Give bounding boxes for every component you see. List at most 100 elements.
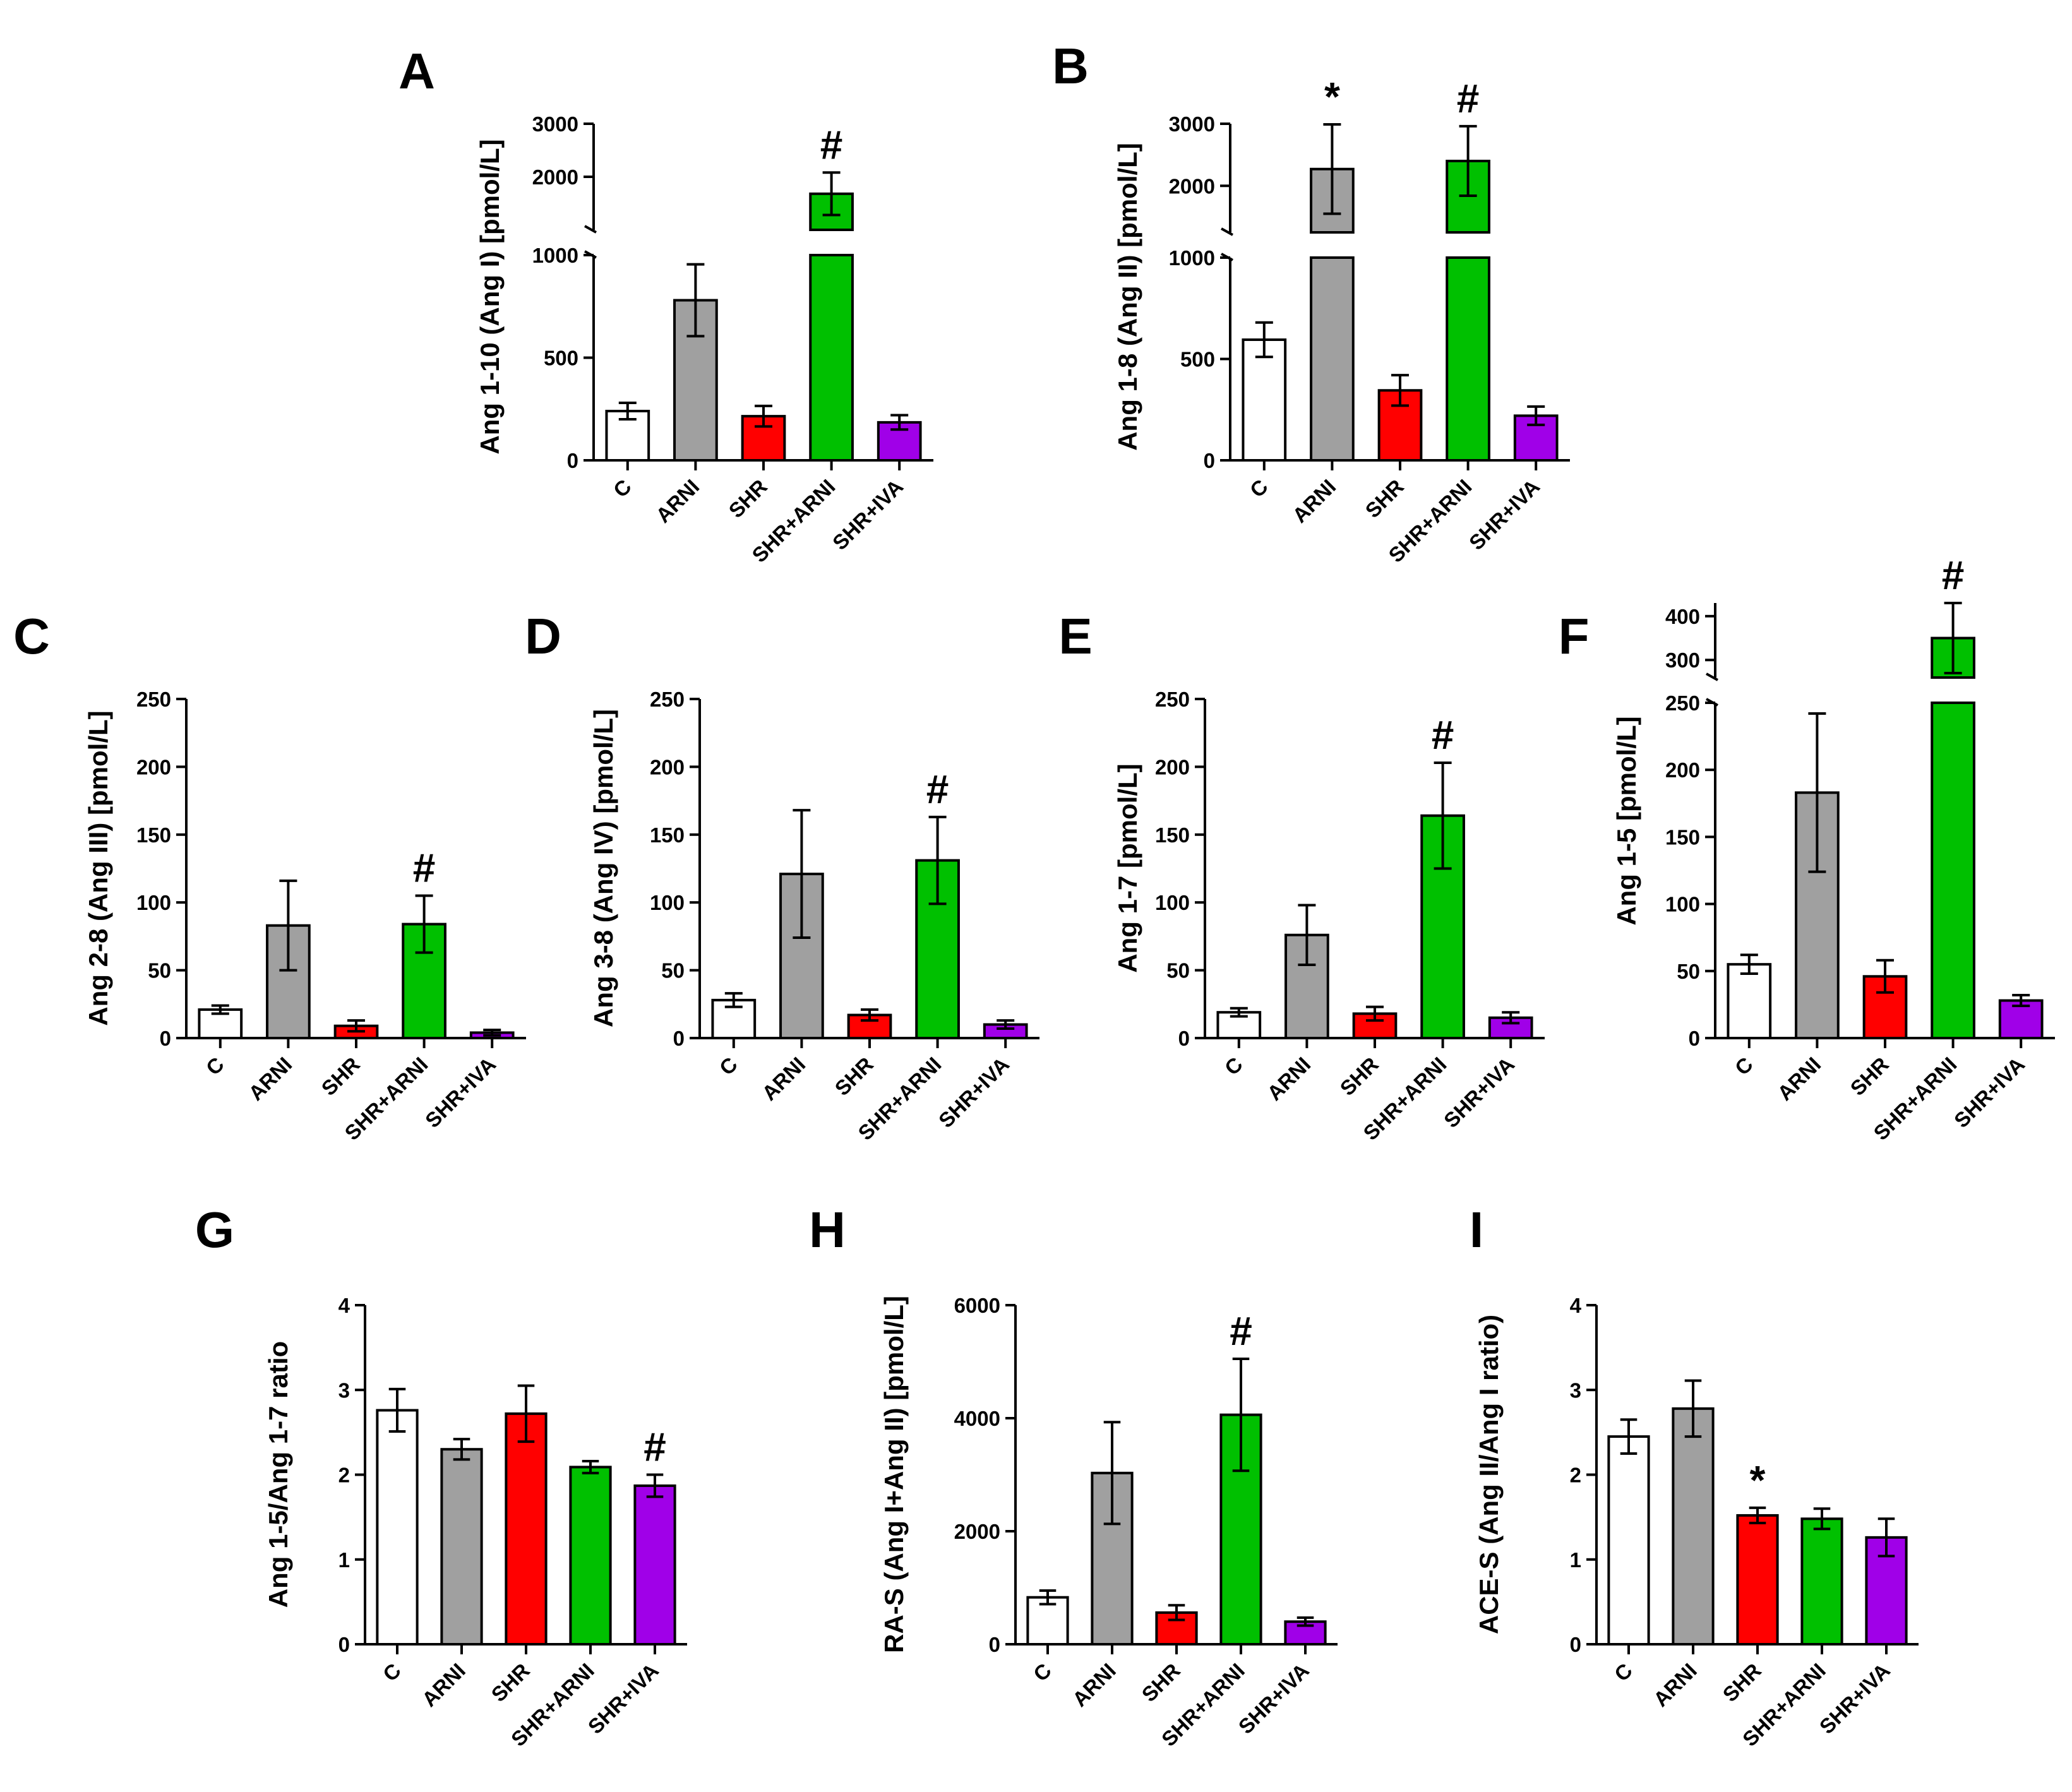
x-category-label: SHR [1361,475,1409,523]
y-axis-title: ACE-S (Ang II/Ang I ratio) [1474,1315,1504,1634]
x-category-label: C [1610,1659,1637,1686]
y-tick-label: 100 [1155,891,1190,914]
y-tick-label: 250 [650,688,685,711]
y-tick-label: 400 [1665,605,1700,628]
y-tick-label: 4 [1570,1294,1582,1317]
y-axis-title: Ang 1-5 [pmol/L] [1612,716,1641,925]
bar-shr-arni-lower [809,254,854,462]
x-category-label: ARNI [1773,1053,1825,1105]
y-tick-label: 200 [1665,758,1700,782]
y-tick-label: 150 [650,823,685,847]
x-category-label: SHR [487,1659,535,1707]
y-tick-label: 2000 [954,1520,1000,1543]
panel-letter: D [525,608,561,664]
y-tick-label: 50 [1677,960,1700,983]
bar-arni [440,1448,483,1646]
x-category-label: ARNI [1649,1659,1701,1711]
axis-break-mark [1221,227,1233,236]
y-tick-label: 0 [1689,1027,1700,1050]
bar-shr-arni-lower [1446,256,1490,462]
y-tick-label: 100 [650,891,685,914]
panel-letter: F [1559,608,1590,664]
y-tick-label: 100 [136,891,171,914]
y-tick-label: 1000 [1169,246,1215,270]
x-category-label: SHR [724,475,772,523]
y-tick-label: 1 [1570,1548,1581,1572]
bar-c [1727,963,1772,1040]
y-tick-label: 250 [136,688,171,711]
y-tick-label: 500 [544,347,578,370]
y-tick-label: 4000 [954,1407,1000,1430]
y-tick-label: 3000 [532,112,578,136]
panel-letter: I [1470,1202,1483,1258]
significance-marker: # [644,1425,666,1470]
significance-marker: * [1324,74,1340,119]
y-tick-label: 250 [1665,691,1700,715]
x-category-label: SHR+IVA [1439,1053,1519,1132]
y-axis-title: Ang 1-7 [pmol/L] [1113,763,1142,972]
y-axis-title: Ang 1-5/Ang 1-7 ratio [263,1341,293,1608]
y-tick-label: 3000 [1169,112,1215,136]
x-category-label: ARNI [1262,1053,1315,1105]
y-axis-title: Ang 1-10 (Ang I) [pmol/L] [475,139,505,454]
y-tick-label: 3 [338,1378,350,1402]
y-tick-label: 0 [1570,1633,1581,1656]
panel-letter: B [1052,38,1089,94]
y-tick-label: 50 [148,959,171,983]
panel-i: I ACE-S (Ang II/Ang I ratio) 0 1 2 3 4 C ARNI * SH… [1470,1202,1919,1751]
x-category-label: C [1245,475,1273,502]
y-tick-label: 0 [1178,1027,1190,1050]
significance-marker: # [1457,76,1480,121]
y-tick-label: 200 [136,755,171,779]
x-category-label: SHR [830,1053,878,1101]
x-category-label: SHR [1718,1659,1766,1707]
y-tick-label: 0 [160,1027,171,1050]
bar-shr [505,1412,548,1646]
x-category-label: ARNI [244,1053,296,1105]
panel-letter: H [809,1202,846,1258]
bar-shr-arni [569,1466,612,1646]
y-tick-label: 300 [1665,648,1700,672]
y-tick-label: 150 [1665,825,1700,849]
x-category-label: SHR+IVA [1815,1659,1895,1738]
significance-marker: * [1750,1457,1766,1503]
y-tick-label: 50 [1166,959,1190,983]
y-tick-label: 200 [1155,755,1190,779]
x-category-label: C [609,475,636,502]
significance-marker: # [820,122,843,167]
bar-arni [1672,1407,1715,1646]
x-category-label: C [378,1659,405,1686]
x-category-label: ARNI [757,1053,810,1105]
y-tick-label: 0 [673,1027,685,1050]
x-category-label: SHR+IVA [1949,1053,2029,1132]
significance-marker: # [1432,712,1454,758]
panel-letter: C [13,608,50,664]
x-category-label: ARNI [417,1659,470,1711]
panel-b: B Ang 1-8 (Ang II) [pmol/L] 0 500 1000 2000 30… [1052,38,1570,567]
x-category-label: C [1029,1659,1056,1686]
x-category-label: ARNI [651,475,704,527]
x-category-label: C [1730,1053,1758,1080]
bar-shr-iva [633,1484,676,1646]
y-tick-label: 0 [989,1633,1000,1656]
bar-shr [1736,1514,1779,1646]
x-category-label: SHR+IVA [584,1659,663,1738]
bar-c [1607,1435,1650,1646]
x-category-label: SHR [1137,1659,1185,1707]
y-tick-label: 200 [650,755,685,779]
x-category-label: ARNI [1068,1659,1120,1711]
bar-arni-lower [1310,256,1355,462]
panel-h: H RA-S (Ang I+Ang II) [pmol/L] 0 2000 4000 60… [809,1202,1338,1751]
y-tick-label: 2000 [532,165,578,189]
x-category-label: C [715,1053,742,1080]
panel-a: A Ang 1-10 (Ang I) [pmol/L] 0 500 1000 2000 30… [398,43,933,567]
y-tick-label: 0 [338,1633,350,1656]
panel-d: D Ang 3-8 (Ang IV) [pmol/L] 0 50 100 150 200 25… [525,608,1039,1145]
y-tick-label: 150 [136,823,171,847]
panel-f: F Ang 1-5 [pmol/L] 0 50 100 150 200 250 300 400 C A… [1559,553,2055,1145]
x-category-label: SHR [1336,1053,1384,1101]
x-category-label: SHR+IVA [828,475,907,554]
y-tick-label: 2 [1570,1464,1581,1487]
x-category-label: SHR+IVA [1464,475,1544,554]
panel-c: C Ang 2-8 (Ang III) [pmol/L] 0 50 100 150 200 2… [13,608,526,1145]
